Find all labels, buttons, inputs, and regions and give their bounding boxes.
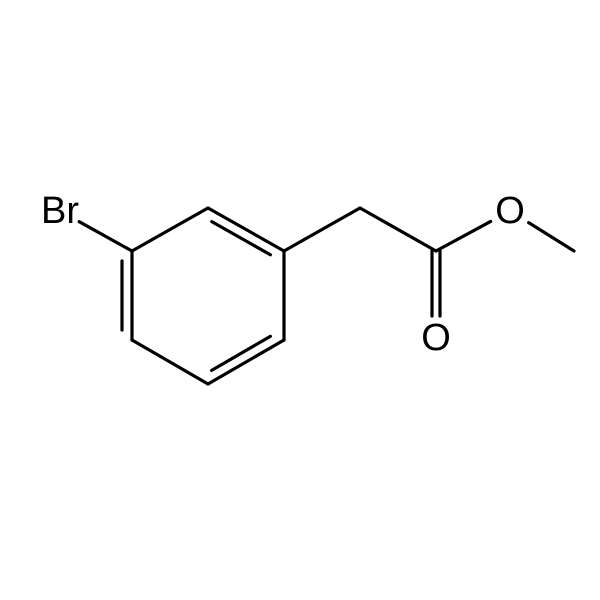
bond [208, 340, 284, 384]
atom-label-o: O [421, 317, 451, 359]
bond [132, 340, 208, 384]
bond [360, 208, 436, 251]
bond [208, 208, 284, 251]
bond [284, 208, 360, 251]
bond [79, 222, 132, 251]
atom-label-o: O [495, 190, 525, 232]
molecule-diagram: Br O O [0, 0, 600, 600]
bond [436, 221, 491, 251]
bond [529, 223, 574, 251]
bond [132, 208, 208, 251]
atom-label-br: Br [41, 190, 79, 232]
